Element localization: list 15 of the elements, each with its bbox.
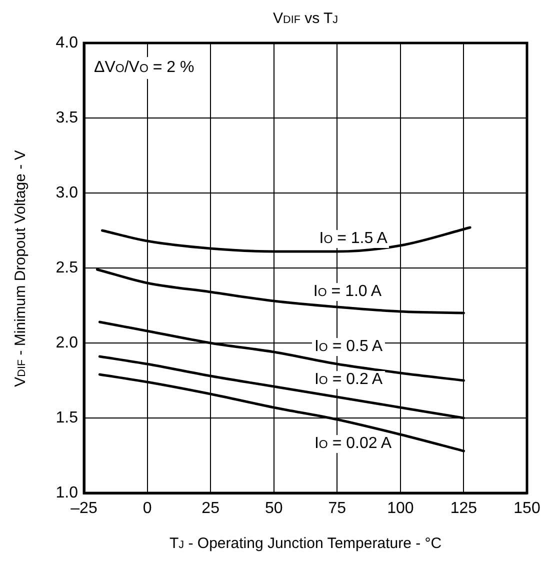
x-tick-label: 150: [514, 500, 540, 518]
x-tick-label: –25: [70, 500, 98, 518]
x-tick-label: 0: [142, 500, 152, 518]
y-tick-label: 3.5: [56, 109, 78, 126]
x-tick-label: 125: [450, 500, 478, 518]
y-tick-label: 2.0: [56, 334, 78, 352]
y-tick-label: 4.0: [56, 34, 78, 52]
y-tick-label: 3.0: [56, 184, 78, 202]
y-tick-label: 1.5: [56, 409, 78, 426]
x-tick-label: 75: [328, 500, 346, 518]
y-tick-label: 2.5: [56, 259, 78, 276]
x-tick-label: 100: [387, 500, 414, 518]
y-tick-label: 1.0: [56, 484, 78, 502]
x-tick-label: 50: [264, 500, 283, 518]
x-tick-label: 25: [202, 500, 220, 518]
